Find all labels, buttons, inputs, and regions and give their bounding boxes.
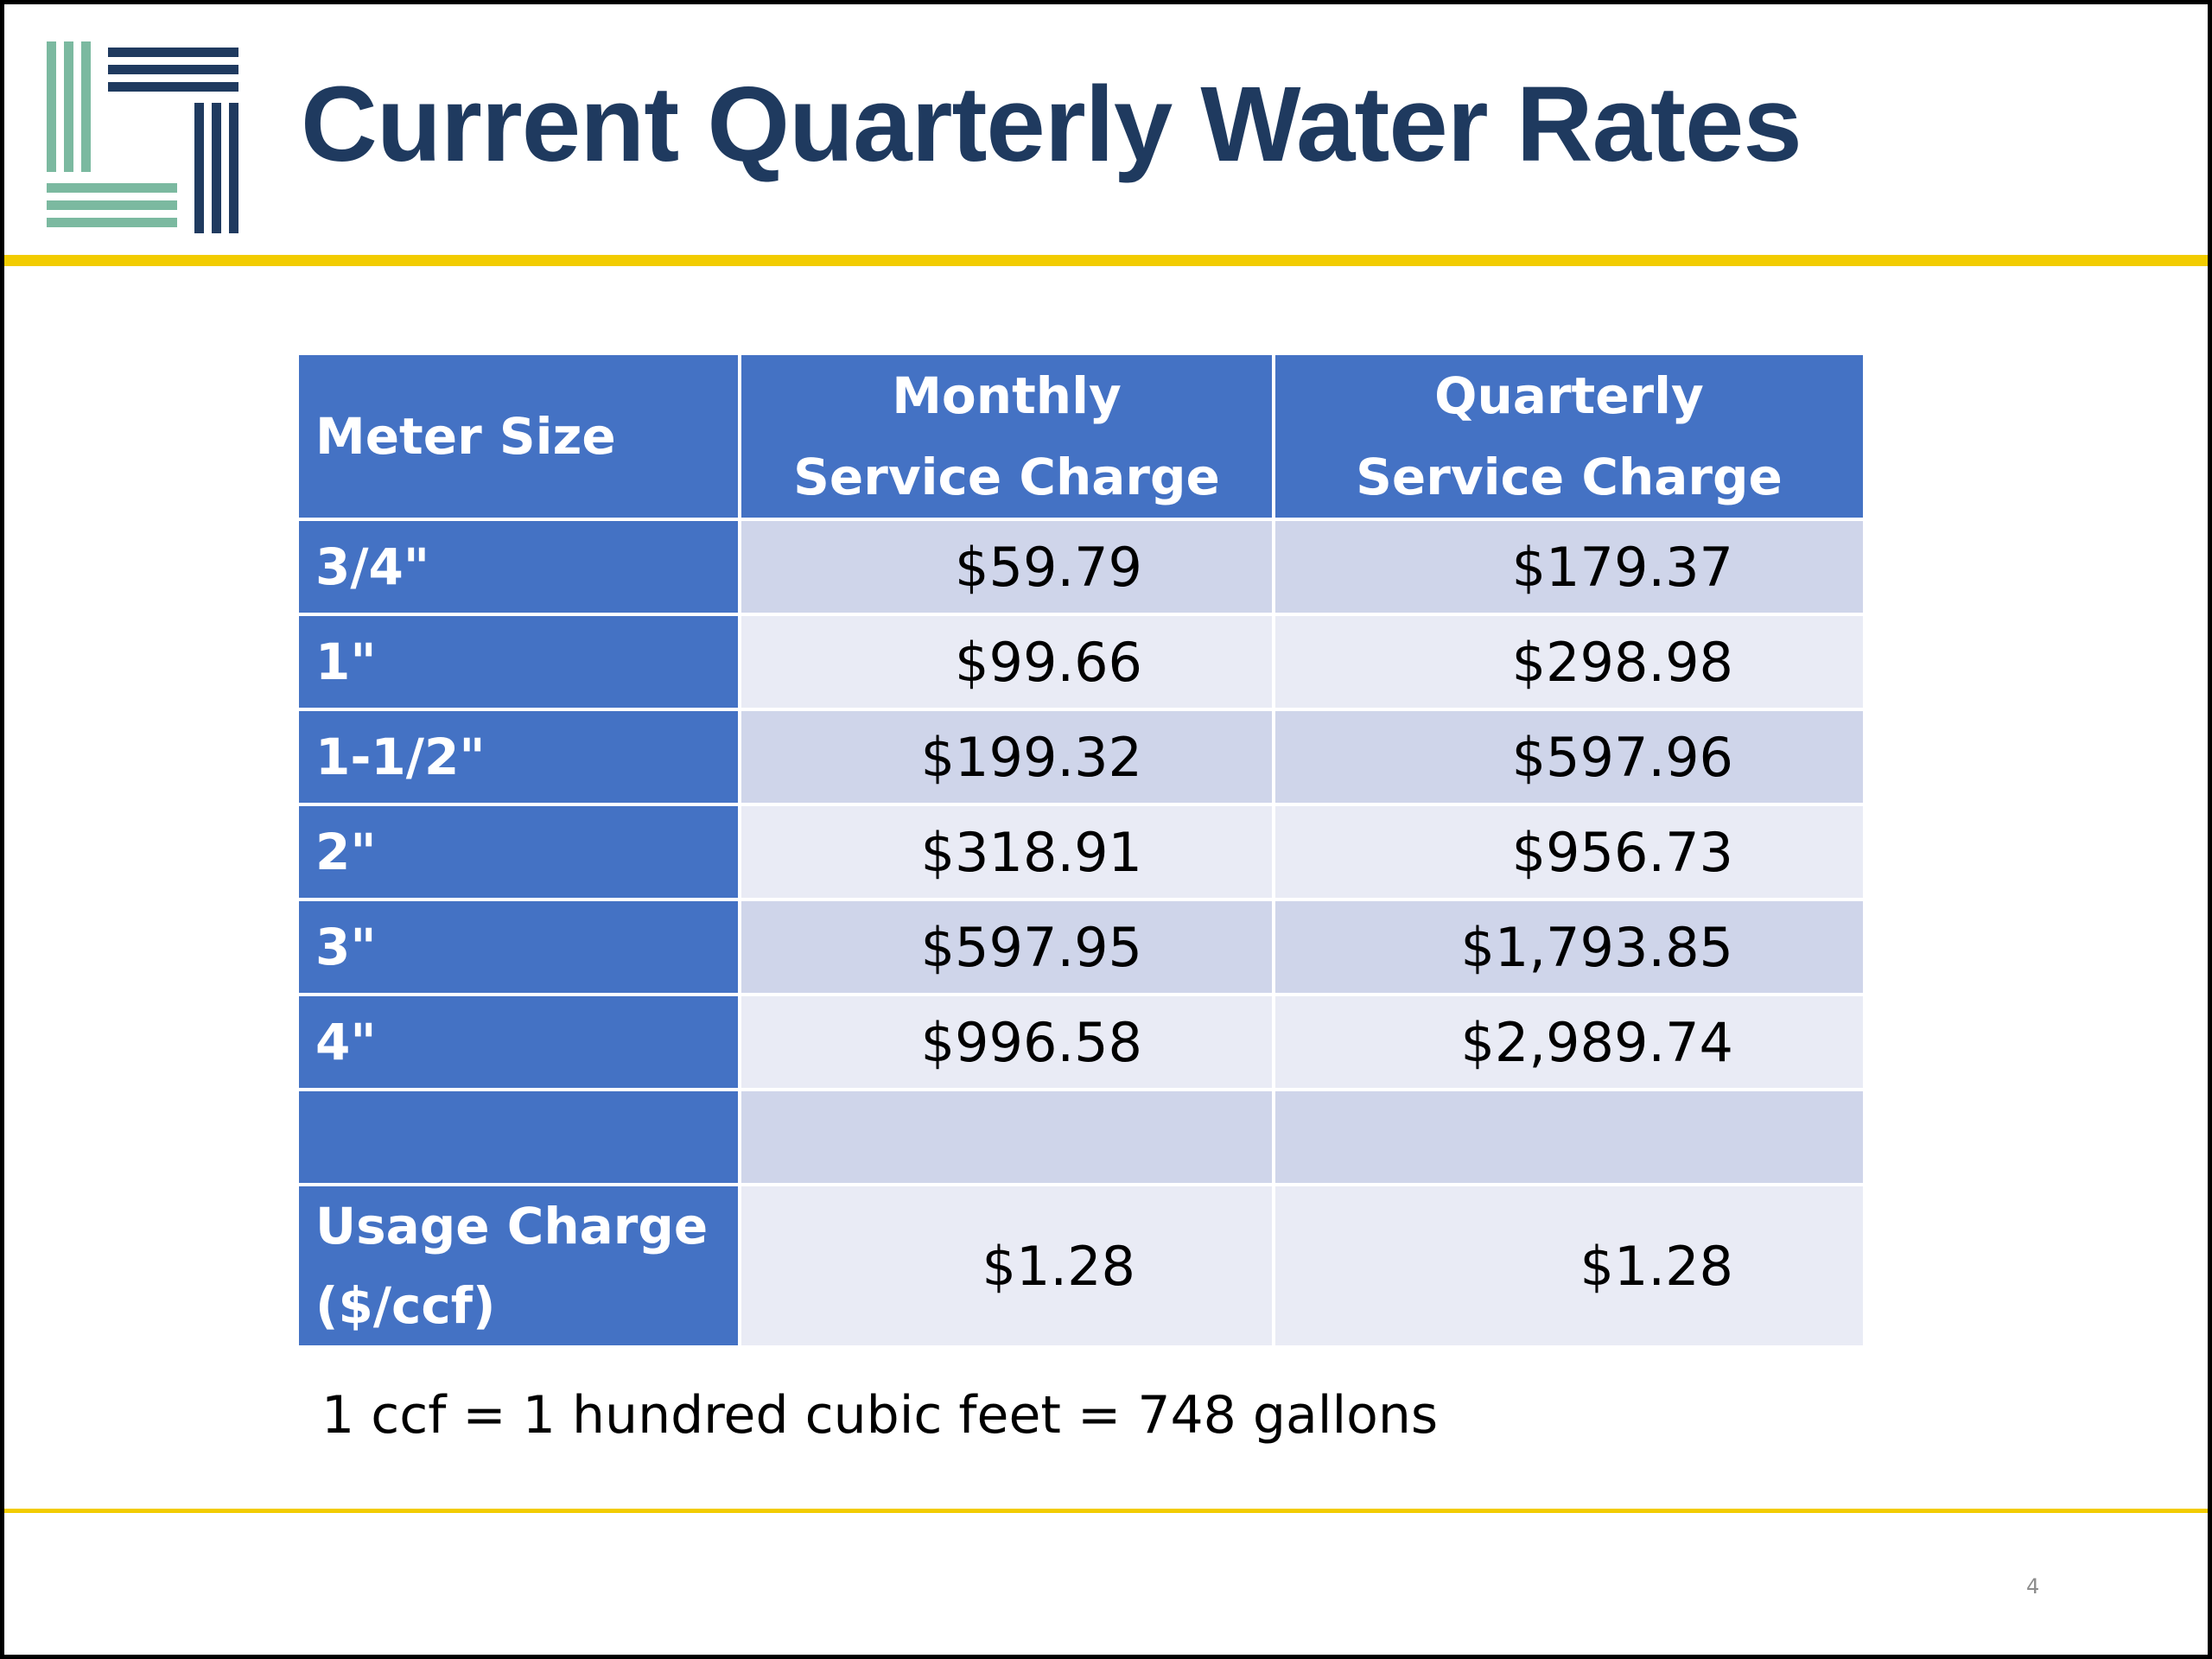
meter-size-cell: 1-1/2"	[296, 708, 741, 806]
usage-monthly-cell: $1.28	[738, 1183, 1275, 1349]
usage-label-line2: ($/ccf)	[315, 1276, 496, 1335]
table-header-row: Meter Size Monthly Service Charge Quarte…	[296, 352, 1866, 521]
quarterly-header-line1: Quarterly	[1434, 366, 1704, 425]
quarterly-charge-cell: $179.37	[1272, 518, 1866, 616]
meter-size-cell	[296, 1088, 741, 1186]
quarterly-header-line2: Service Charge	[1356, 448, 1783, 506]
quarterly-charge-cell: $956.73	[1272, 803, 1866, 901]
table-row: 3/4" $59.79 $179.37	[296, 518, 1866, 616]
monthly-header-line1: Monthly	[892, 366, 1122, 425]
quarterly-charge-cell: $298.98	[1272, 613, 1866, 711]
quarterly-charge-header: Quarterly Service Charge	[1272, 352, 1866, 521]
monthly-charge-cell: $99.66	[738, 613, 1275, 711]
meter-size-header-label: Meter Size	[315, 407, 616, 466]
monthly-charge-cell	[738, 1088, 1275, 1186]
quarterly-charge-cell: $1,793.85	[1272, 898, 1866, 996]
monthly-charge-cell: $318.91	[738, 803, 1275, 901]
table-row: 2" $318.91 $956.73	[296, 803, 1866, 901]
organization-logo-icon	[47, 41, 238, 233]
meter-size-cell: 2"	[296, 803, 741, 901]
meter-size-cell: 1"	[296, 613, 741, 711]
table-row-empty	[296, 1088, 1866, 1186]
usage-charge-label-cell: Usage Charge ($/ccf)	[296, 1183, 741, 1349]
usage-charge-row: Usage Charge ($/ccf) $1.28 $1.28	[296, 1183, 1866, 1349]
page-title: Current Quarterly Water Rates	[301, 66, 1802, 184]
slide: Current Quarterly Water Rates Meter Size…	[4, 4, 2208, 1655]
monthly-header-line2: Service Charge	[793, 448, 1220, 506]
bottom-accent-rule	[4, 1509, 2208, 1513]
water-rates-table: Meter Size Monthly Service Charge Quarte…	[296, 352, 1866, 1349]
quarterly-charge-cell: $2,989.74	[1272, 993, 1866, 1091]
table-row: 3" $597.95 $1,793.85	[296, 898, 1866, 996]
meter-size-header: Meter Size	[296, 352, 741, 521]
table-row: 4" $996.58 $2,989.74	[296, 993, 1866, 1091]
table-row: 1" $99.66 $298.98	[296, 613, 1866, 711]
usage-label-line1: Usage Charge	[315, 1197, 709, 1255]
monthly-charge-cell: $996.58	[738, 993, 1275, 1091]
unit-conversion-note: 1 ccf = 1 hundred cubic feet = 748 gallo…	[321, 1385, 1439, 1446]
meter-size-cell: 4"	[296, 993, 741, 1091]
table-row: 1-1/2" $199.32 $597.96	[296, 708, 1866, 806]
page-number: 4	[2026, 1574, 2040, 1599]
monthly-charge-cell: $199.32	[738, 708, 1275, 806]
quarterly-charge-cell	[1272, 1088, 1866, 1186]
quarterly-charge-cell: $597.96	[1272, 708, 1866, 806]
monthly-charge-cell: $59.79	[738, 518, 1275, 616]
monthly-charge-cell: $597.95	[738, 898, 1275, 996]
top-accent-rule	[4, 255, 2208, 266]
meter-size-cell: 3/4"	[296, 518, 741, 616]
meter-size-cell: 3"	[296, 898, 741, 996]
usage-quarterly-cell: $1.28	[1272, 1183, 1866, 1349]
monthly-charge-header: Monthly Service Charge	[738, 352, 1275, 521]
